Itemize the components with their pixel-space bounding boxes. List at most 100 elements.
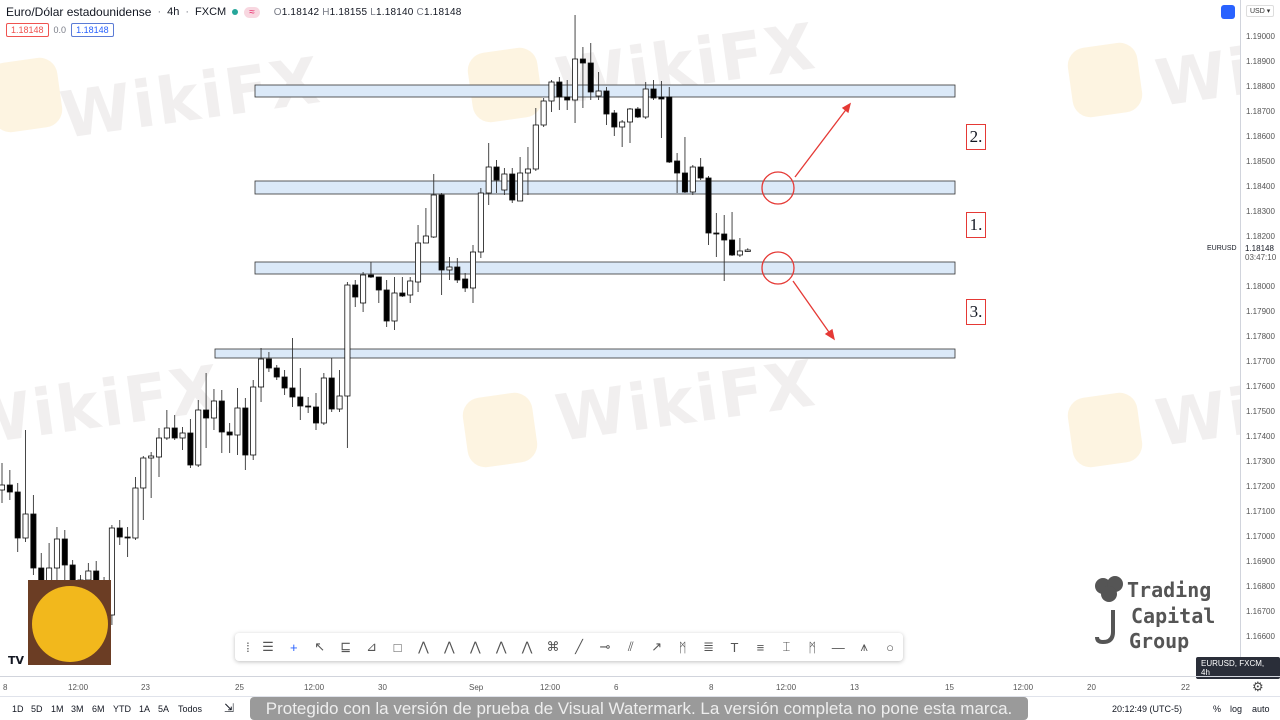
candle [391,277,398,330]
date-price-range-icon[interactable]: ⌶ [782,639,791,654]
circle-annotation-upper [761,171,795,205]
candle [658,81,665,138]
chart-area[interactable]: WikiFX WikiFX WikiFX WikiFX WikiFX WikiF… [0,0,1240,676]
text-icon[interactable]: T [730,639,739,655]
abcd-icon[interactable]: ᛗ [808,639,817,655]
time-tick: 30 [378,683,387,692]
percent-toggle[interactable]: % [1213,704,1222,714]
time-tick: 22 [1181,683,1190,692]
candle [234,388,241,455]
rectangle-icon[interactable]: □ [393,639,402,655]
symbol-name[interactable]: Euro/Dólar estadounidense [6,5,152,19]
sync-icon[interactable] [1221,5,1235,19]
candle [61,530,68,580]
elliott-1-5-icon[interactable]: ⋀ [418,639,429,654]
drag-handle-icon[interactable]: ⁞ [246,639,250,655]
candle-body [352,284,359,298]
elliott-abcde-icon[interactable]: ⋀ [444,639,455,654]
sell-button[interactable]: 1.18148 [6,23,49,37]
candle [587,43,594,100]
candle-body [627,108,634,123]
candle-body [705,177,712,234]
cursor-icon[interactable]: ↖ [314,639,326,654]
range-button-1d[interactable]: 1D [12,704,24,714]
candle-body [0,484,5,491]
candle [218,390,225,453]
candle-body [650,88,657,99]
candle-body [540,100,547,126]
horizontal-ray-icon[interactable]: ⊸ [599,639,611,654]
elliott-wxyz-icon[interactable]: ⋀ [469,639,481,654]
date-range-icon[interactable]: ⇲ [224,701,235,715]
price-tick: 1.16600 [1246,632,1275,641]
candle-body [195,409,202,466]
tradingview-logo-icon[interactable]: TV [8,654,25,667]
range-button-5a[interactable]: 5A [158,704,170,714]
trend-line-icon[interactable]: ╱ [575,639,583,654]
last-price: 1.18148 [1245,244,1274,253]
range-button-3m[interactable]: 3M [71,704,84,714]
pitchfork-icon[interactable]: ⊿ [366,639,378,654]
currency-select[interactable]: USD ▾ [1246,5,1275,17]
parallel-lines-icon[interactable]: ⫽ [627,639,634,654]
candle-body [234,407,241,436]
candle-body [124,536,131,539]
time-tick: 12:00 [304,683,325,692]
auto-toggle[interactable]: auto [1252,704,1270,714]
candle [493,160,500,193]
candle-body [148,455,155,459]
lines-menu-icon[interactable]: ☰ [262,639,274,654]
candle-body [619,121,626,128]
support-resistance-zone[interactable] [214,348,956,359]
price-axis[interactable]: 1.19000 1.18900 1.18800 1.18700 1.18600 1.185… [1240,0,1280,676]
crosshair-icon[interactable]: + [290,639,298,655]
candle [556,77,563,110]
triangle-pattern-icon[interactable]: ⩚ [860,639,868,654]
price-tick: 1.17500 [1246,407,1275,416]
elliott-wxy-icon[interactable]: ⋀ [521,639,533,654]
price-tick: 1.18500 [1246,157,1275,166]
candle [619,120,626,147]
arrow-icon[interactable]: ↗ [651,639,663,654]
arrow-up-head [841,102,852,114]
buy-button[interactable]: 1.18148 [71,23,114,37]
log-toggle[interactable]: log [1230,704,1243,714]
candle-body [697,166,704,179]
head-shoulders-icon[interactable]: ᛗ [678,639,687,655]
candle-body [218,400,225,433]
interval[interactable]: 4h [167,6,180,18]
candle [689,165,696,195]
ellipse-icon[interactable]: ○ [886,639,894,655]
candle [681,137,688,193]
range-button-1m[interactable]: 1M [51,704,64,714]
candle [729,212,736,256]
candle-body [140,457,147,489]
support-resistance-zone[interactable] [254,180,956,195]
candle [485,143,492,205]
candle [258,348,265,402]
drawing-toolbar: ⁞ ☰ + ↖ ⊑ ⊿ □ ⋀ ⋀ ⋀ ⋀ ⋀ ⌘ ╱ ⊸ ⫽ ↗ ᛗ ≣ T ≡ ⌶ ᛗ — ⩚ ○ [235,633,903,661]
price-tick: 1.18300 [1246,207,1275,216]
range-button-5d[interactable]: 5D [31,704,43,714]
range-button-6m[interactable]: 6M [92,704,105,714]
range-button-1a[interactable]: 1A [139,704,151,714]
candle [407,277,414,303]
range-button-ytd[interactable]: YTD [113,704,131,714]
parallel-channel-icon[interactable]: ⊑ [340,639,352,654]
price-range-icon[interactable]: ≡ [756,639,765,655]
clock[interactable]: 20:12:49 (UTC-5) [1112,704,1183,714]
candle-body [187,432,194,466]
time-axis[interactable]: ⚙ 8 12:00 23 25 12:00 30 Sep 12:00 6 8 12:00 13 15 12… [0,676,1280,696]
support-resistance-zone[interactable] [254,261,956,275]
xabcd-pattern-icon[interactable]: ⌘ [546,639,560,654]
price-tick: 1.19000 [1246,32,1275,41]
range-button-todos[interactable]: Todos [178,704,203,714]
candle-body [674,160,681,174]
candle-body [446,266,453,271]
price-tick: 1.16700 [1246,607,1275,616]
fib-retracement-icon[interactable]: ≣ [703,639,715,654]
horizontal-line-icon[interactable]: — [831,639,845,655]
candle [462,273,469,292]
settings-gear-icon[interactable]: ⚙ [1252,679,1264,694]
elliott-abc-icon[interactable]: ⋀ [495,639,507,654]
